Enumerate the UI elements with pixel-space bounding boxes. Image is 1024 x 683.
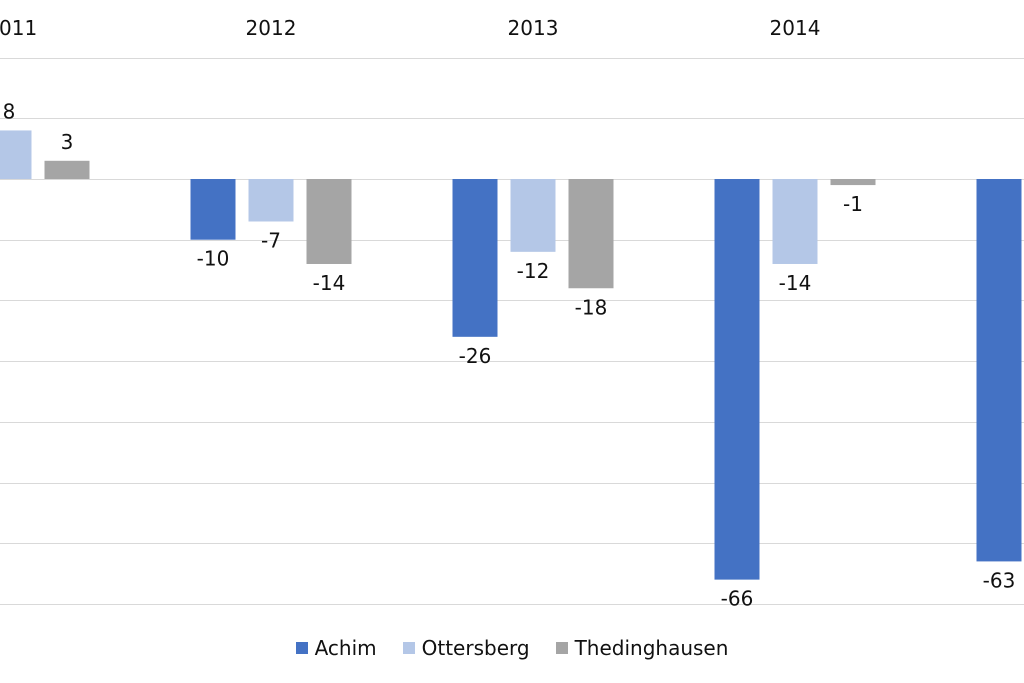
bar-achim — [976, 179, 1022, 562]
data-label: -14 — [779, 271, 812, 295]
data-label: -1 — [843, 192, 863, 216]
data-label: -66 — [721, 587, 754, 611]
data-label: -7 — [261, 228, 281, 252]
x-tick-label: 2012 — [246, 16, 297, 40]
bar-thedinghausen — [568, 179, 614, 289]
legend-item-thedinghausen: Thedinghausen — [555, 636, 729, 660]
legend-item-ottersberg: Ottersberg — [402, 636, 530, 660]
legend-label: Thedinghausen — [574, 636, 729, 660]
data-label: 8 — [3, 99, 16, 123]
x-tick-label: 011 — [0, 16, 37, 40]
data-label: -14 — [313, 271, 346, 295]
legend-swatch — [402, 642, 415, 654]
data-label: -26 — [459, 344, 492, 368]
legend-swatch — [555, 642, 568, 654]
legend-label: Ottersberg — [421, 636, 530, 660]
data-label: -10 — [197, 247, 230, 271]
data-label: -12 — [517, 259, 550, 283]
bar-thedinghausen — [306, 179, 352, 264]
bar-ottersberg — [772, 179, 818, 264]
data-label: -18 — [575, 295, 608, 319]
legend-swatch — [295, 642, 308, 654]
bar-achim — [714, 179, 760, 580]
bar-thedinghausen — [44, 160, 90, 179]
x-tick-label: 2014 — [770, 16, 821, 40]
data-label: 3 — [61, 130, 74, 154]
bar-ottersberg — [0, 130, 32, 179]
bar-achim — [452, 179, 498, 337]
bar-thedinghausen — [830, 179, 876, 186]
legend-item-achim: Achim — [295, 636, 377, 660]
bar-chart: 011 2012 2013 2014 -10 -26 -66 -63 8 -7 -12 -14 3 -14… — [0, 16, 1024, 611]
bar-ottersberg — [248, 179, 294, 222]
data-label: -63 — [983, 568, 1016, 592]
bar-achim — [190, 179, 236, 240]
x-tick-label: 2013 — [508, 16, 559, 40]
legend-label: Achim — [314, 636, 377, 660]
bar-ottersberg — [510, 179, 556, 252]
legend: Achim Ottersberg Thedinghausen — [0, 632, 1024, 664]
